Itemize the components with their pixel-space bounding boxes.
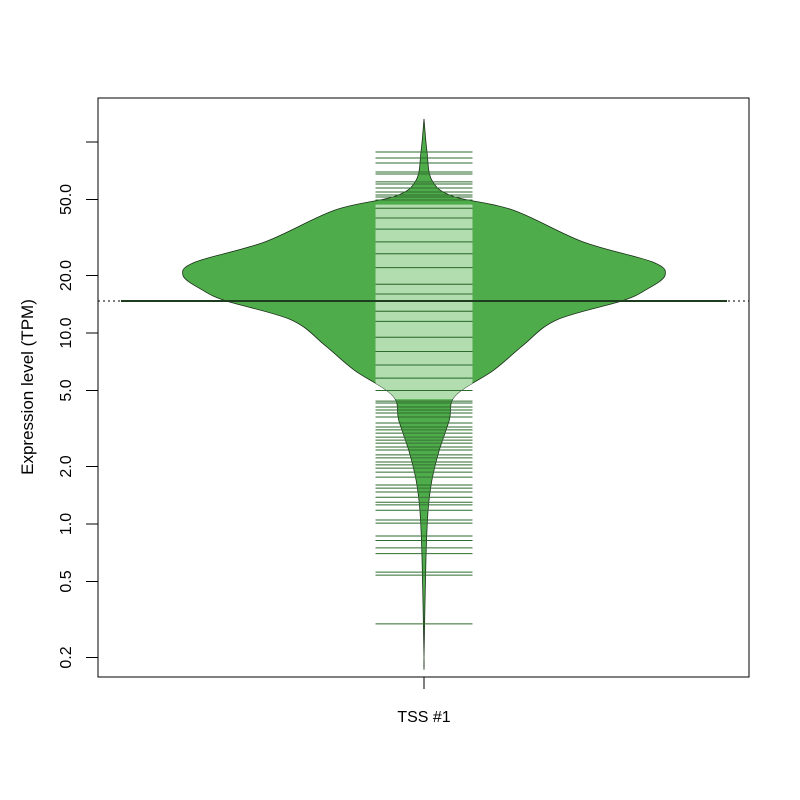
y-axis-label: Expression level (TPM): [18, 299, 37, 475]
plot-area: [98, 118, 749, 671]
y-tick-label: 10.0: [58, 317, 75, 348]
y-tick-label: 0.2: [58, 646, 75, 668]
y-tick-label: 5.0: [58, 379, 75, 401]
y-tick-label: 20.0: [58, 260, 75, 291]
y-tick-label: 50.0: [58, 184, 75, 215]
x-tick-label: TSS #1: [397, 709, 450, 726]
y-tick-label: 1.0: [58, 513, 75, 535]
y-tick-label: 2.0: [58, 455, 75, 477]
y-tick-label: 0.5: [58, 570, 75, 592]
x-axis: TSS #1: [397, 677, 451, 726]
y-axis: 0.2 0.5 1.0 2.0 5.0 10.0 20.0 50.0: [58, 141, 98, 669]
